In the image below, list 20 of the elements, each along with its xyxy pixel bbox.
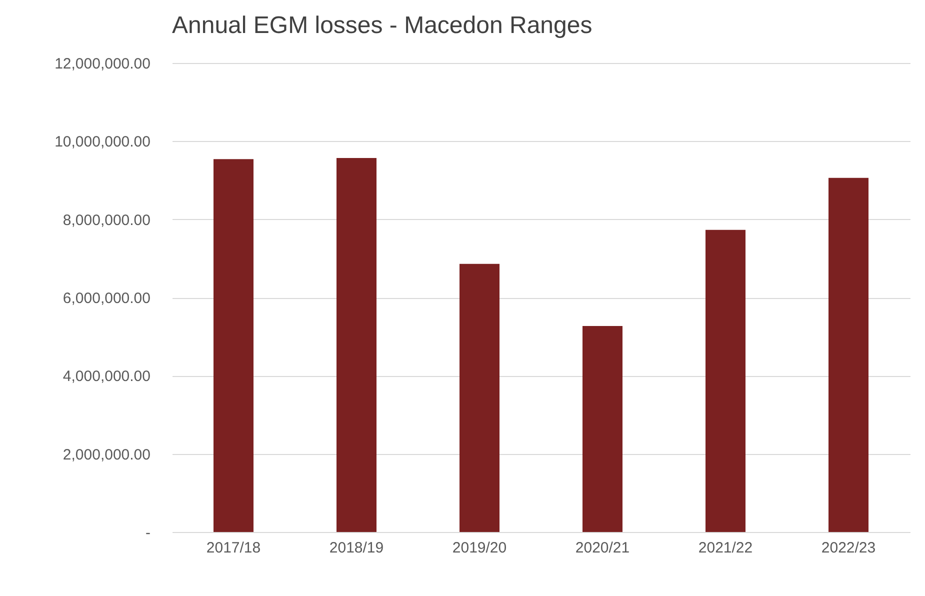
x-tick-label: 2021/22 [698, 540, 753, 556]
y-tick-label: 8,000,000.00 [62, 212, 150, 229]
y-tick-label: 2,000,000.00 [62, 446, 150, 464]
y-tick-label: 4,000,000.00 [62, 368, 150, 386]
y-tick-label: 12,000,000.00 [54, 56, 150, 72]
bar [214, 159, 254, 532]
bar [828, 178, 868, 532]
bar [582, 326, 622, 532]
y-tick-label: - [146, 524, 150, 542]
bar [706, 230, 746, 532]
x-tick-label: 2018/19 [329, 540, 384, 556]
y-tick-label: 10,000,000.00 [54, 134, 150, 151]
x-tick-label: 2017/18 [206, 540, 261, 556]
x-tick-label: 2019/20 [452, 540, 507, 556]
x-tick-label: 2022/23 [821, 540, 876, 556]
y-tick-label: 6,000,000.00 [62, 290, 150, 307]
chart-title: Annual EGM losses - Macedon Ranges [172, 12, 592, 39]
bar [336, 158, 376, 532]
bar [460, 264, 500, 532]
x-tick-label: 2020/21 [575, 540, 630, 556]
